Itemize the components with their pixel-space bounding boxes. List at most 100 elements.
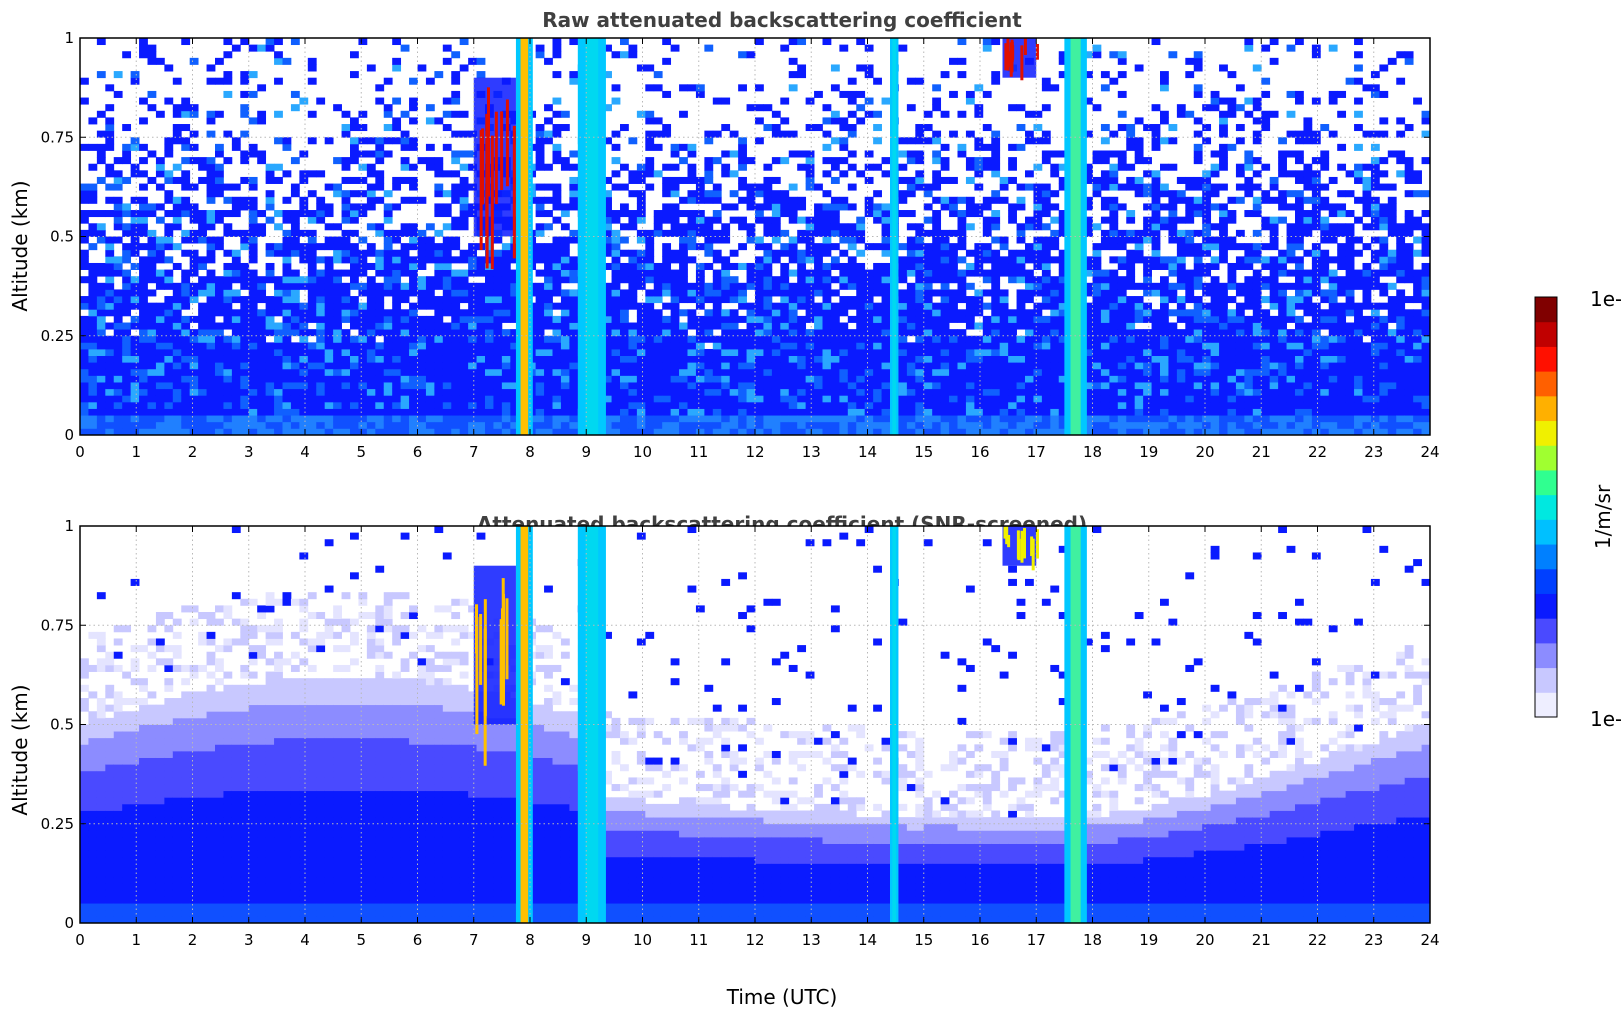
heatmap-cell — [965, 401, 975, 409]
heatmap-cell — [805, 309, 815, 317]
heatmap-cell — [932, 216, 942, 224]
heatmap-cell — [906, 289, 916, 297]
heatmap-cell — [358, 375, 368, 383]
heatmap-cell — [544, 282, 553, 290]
heatmap-cell — [96, 229, 106, 237]
heatmap-cell — [215, 362, 224, 370]
heatmap-cell — [957, 309, 967, 317]
heatmap-cell — [282, 382, 292, 390]
heatmap-cell — [1084, 282, 1093, 290]
heatmap-cell — [1185, 71, 1195, 79]
heatmap-cell — [856, 388, 866, 396]
heatmap-cell — [1160, 282, 1169, 290]
heatmap-cell — [653, 342, 663, 350]
heatmap-cell — [670, 309, 680, 317]
heatmap-cell — [1202, 428, 1212, 436]
heatmap-cell — [1041, 157, 1051, 165]
heatmap-cell — [172, 262, 182, 270]
heatmap-cell — [96, 401, 106, 409]
heatmap-cell — [468, 362, 477, 370]
heatmap-cell — [96, 375, 106, 383]
heatmap-cell — [560, 382, 570, 390]
heatmap-cell — [155, 302, 165, 310]
heatmap-cell — [864, 210, 874, 218]
heatmap-cell — [620, 335, 629, 343]
heatmap-cell — [282, 143, 292, 151]
heatmap-cell — [164, 362, 174, 370]
heatmap-cell — [206, 117, 216, 125]
heatmap-cell — [679, 428, 688, 436]
heatmap-cell — [780, 190, 790, 198]
heatmap-cell — [358, 408, 368, 416]
heatmap-cell — [704, 309, 714, 317]
heatmap-cell — [822, 269, 832, 277]
heatmap-cell — [409, 77, 418, 85]
heatmap-cell — [425, 243, 435, 251]
heatmap-cell — [350, 388, 359, 396]
heatmap-cell — [687, 296, 697, 304]
heatmap-cell — [906, 309, 916, 317]
heatmap-cell — [1126, 309, 1136, 317]
heatmap-cell — [485, 348, 494, 356]
heatmap-cell — [1025, 401, 1034, 409]
heatmap-cell — [215, 176, 224, 184]
heatmap-cell — [603, 229, 612, 237]
heatmap-cell — [1016, 104, 1026, 112]
heatmap-cell — [906, 296, 916, 304]
heatmap-cell — [805, 342, 815, 350]
heatmap-cell — [434, 428, 444, 436]
heatmap-cell — [544, 348, 553, 356]
heatmap-cell — [485, 368, 494, 376]
heatmap-cell — [1151, 335, 1161, 343]
heatmap-cell — [695, 348, 705, 356]
heatmap-cell — [358, 302, 368, 310]
heatmap-cell — [80, 329, 89, 337]
heatmap-cell — [1084, 176, 1093, 184]
heatmap-cell — [645, 137, 655, 145]
heatmap-cell — [999, 415, 1009, 423]
heatmap-cell — [991, 150, 1001, 158]
heatmap-cell — [940, 322, 950, 330]
heatmap-cell — [493, 276, 503, 284]
heatmap-cell — [1016, 421, 1026, 429]
heatmap-cell — [1143, 368, 1152, 376]
heatmap-cell — [662, 342, 672, 350]
heatmap-cell — [864, 309, 874, 317]
heatmap-cell — [139, 276, 148, 284]
heatmap-cell — [358, 282, 368, 290]
heatmap-cell — [501, 262, 511, 270]
heatmap-cell — [366, 203, 376, 211]
heatmap-cell — [333, 269, 342, 277]
heatmap-cell — [932, 84, 942, 92]
heatmap-cell — [620, 348, 629, 356]
heatmap-cell — [991, 236, 1001, 244]
heatmap-cell — [80, 348, 89, 356]
heatmap-cell — [434, 203, 444, 211]
heatmap-cell — [139, 170, 148, 178]
heatmap-cell — [830, 117, 840, 125]
heatmap-cell — [940, 282, 950, 290]
heatmap-cell — [780, 415, 790, 423]
heatmap-cell — [552, 269, 562, 277]
heatmap-cell — [164, 329, 174, 337]
heatmap-cell — [729, 421, 739, 429]
heatmap-cell — [999, 408, 1009, 416]
heatmap-cell — [316, 256, 326, 264]
heatmap-cell — [1109, 388, 1119, 396]
heatmap-cell — [965, 203, 975, 211]
heatmap-cell — [476, 415, 486, 423]
heatmap-cell — [155, 110, 165, 118]
heatmap-cell — [763, 302, 773, 310]
heatmap-cell — [1033, 223, 1043, 231]
heatmap-cell — [442, 309, 452, 317]
heatmap-cell — [535, 137, 545, 145]
heatmap-cell — [451, 375, 461, 383]
heatmap-cell — [181, 176, 191, 184]
heatmap-cell — [324, 408, 334, 416]
heatmap-cell — [628, 368, 638, 376]
heatmap-cell — [122, 223, 132, 231]
heatmap-cell — [290, 38, 300, 46]
heatmap-cell — [982, 355, 992, 363]
heatmap-cell — [695, 388, 705, 396]
heatmap-cell — [704, 170, 714, 178]
